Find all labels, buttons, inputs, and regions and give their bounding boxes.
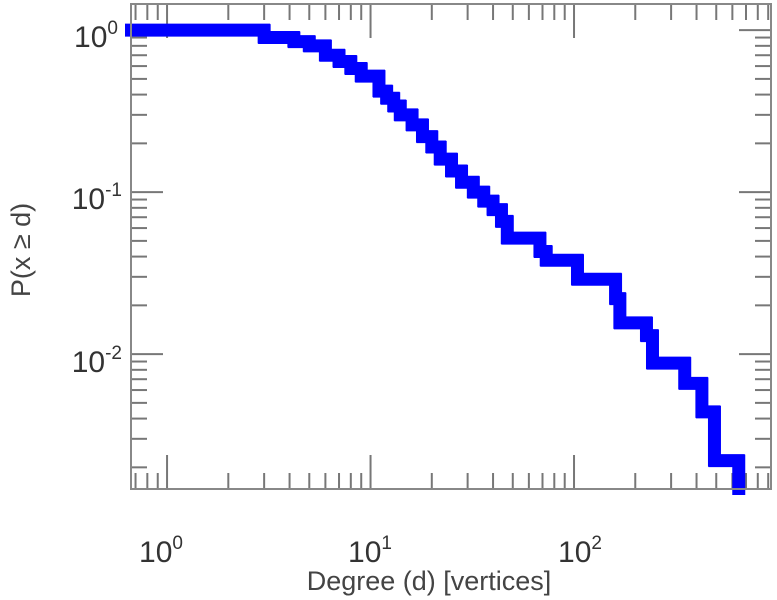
x-tick-label-1: 101 — [348, 533, 392, 569]
axis-ticks — [131, 4, 771, 489]
x-tick-label-2: 102 — [558, 533, 602, 569]
y-tick-label-1: 10-1 — [72, 180, 122, 216]
x-axis-label: Degree (d) [vertices] — [307, 566, 552, 596]
y-tick-label-2: 10-2 — [72, 343, 122, 379]
series-ccdf — [125, 23, 746, 495]
x-tick-label-0: 100 — [139, 533, 183, 569]
y-tick-label-0: 100 — [74, 18, 118, 54]
y-axis-label: P(x ≥ d) — [6, 203, 36, 297]
plot-frame — [130, 3, 772, 490]
